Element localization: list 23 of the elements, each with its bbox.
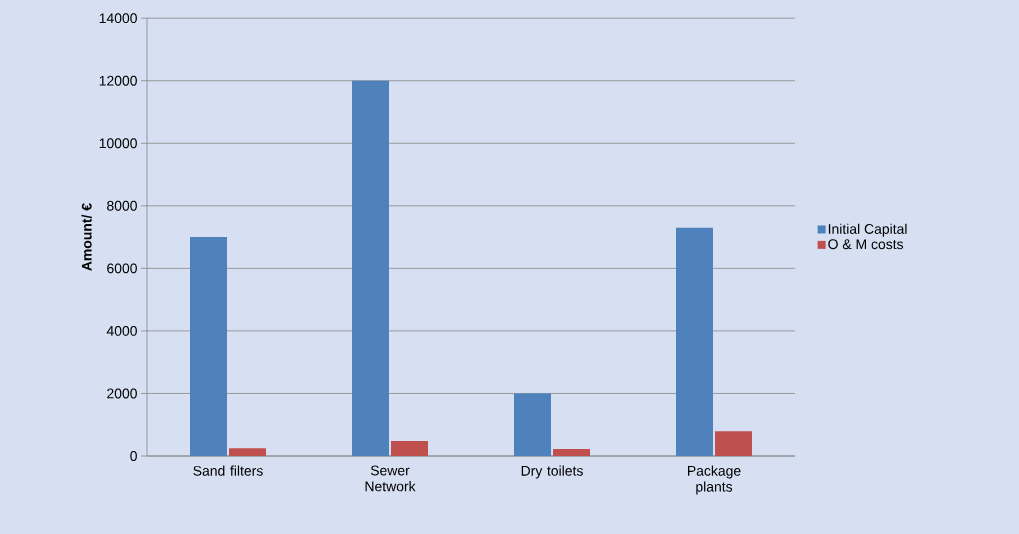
y-tick-label: 6000: [107, 263, 137, 274]
bar: [352, 80, 390, 456]
legend-label: O & M costs: [828, 239, 904, 250]
y-axis-title: Amount/ €: [81, 203, 92, 271]
bar: [229, 448, 266, 456]
bar: [391, 440, 428, 456]
x-tick-label: Dry toilets: [521, 465, 583, 479]
bar: [676, 227, 714, 456]
y-tick-label: 14000: [99, 13, 137, 24]
bar: [715, 431, 752, 456]
bar: [553, 449, 590, 456]
x-tick-label: Sewer Network: [365, 465, 416, 492]
y-tick-label: 4000: [106, 325, 137, 336]
bar: [514, 393, 552, 456]
y-tick-label: 10000: [99, 138, 137, 149]
y-tick-label: 8000: [107, 200, 137, 211]
y-tick-label: 0: [130, 451, 137, 461]
legend-label: Initial Capital: [828, 223, 907, 237]
x-tick-label: Sand filters: [193, 465, 263, 476]
x-tick-label: Package plants: [688, 465, 741, 495]
bar: [190, 237, 227, 456]
y-tick-label: 12000: [99, 75, 137, 86]
y-tick-label: 2000: [107, 388, 137, 399]
